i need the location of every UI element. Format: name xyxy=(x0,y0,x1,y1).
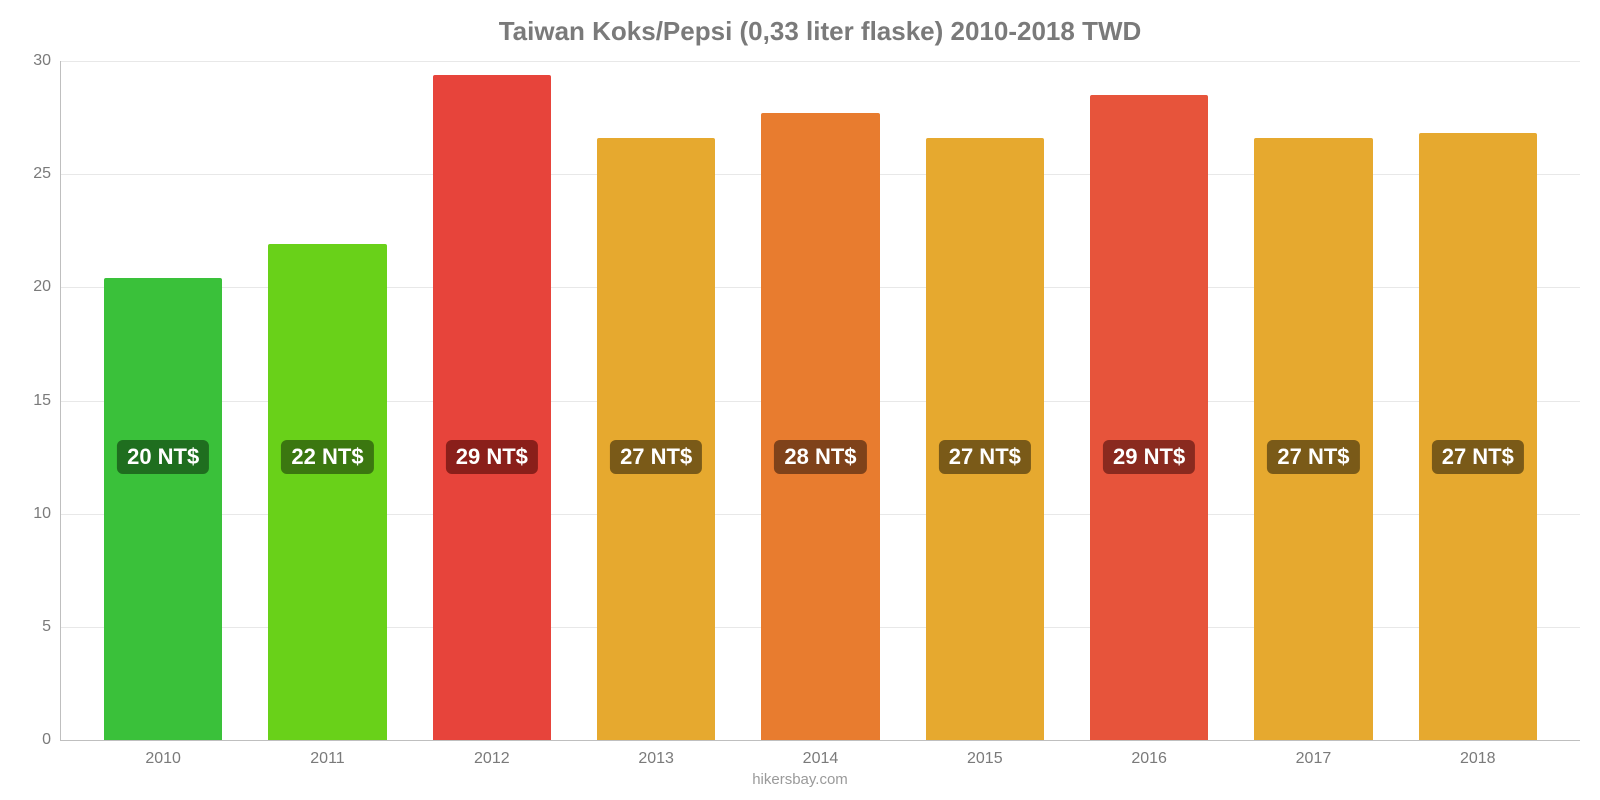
bar-slot: 27 NT$2013 xyxy=(574,61,738,740)
bar: 22 NT$ xyxy=(268,244,386,740)
attribution-text: hikersbay.com xyxy=(0,771,1600,788)
bar: 27 NT$ xyxy=(926,138,1044,740)
bar: 27 NT$ xyxy=(1419,133,1537,740)
bar-slot: 29 NT$2016 xyxy=(1067,61,1231,740)
bar: 27 NT$ xyxy=(597,138,715,740)
bar: 29 NT$ xyxy=(433,75,551,740)
x-axis-label: 2015 xyxy=(967,740,1003,768)
bar-value-badge: 28 NT$ xyxy=(774,440,866,474)
bar-value-badge: 29 NT$ xyxy=(446,440,538,474)
bar: 28 NT$ xyxy=(761,113,879,740)
bar-slot: 27 NT$2015 xyxy=(903,61,1067,740)
x-axis-label: 2010 xyxy=(145,740,181,768)
bar-slot: 27 NT$2018 xyxy=(1396,61,1560,740)
y-axis-label: 10 xyxy=(33,505,61,523)
bar-value-badge: 29 NT$ xyxy=(1103,440,1195,474)
bar-value-badge: 27 NT$ xyxy=(1267,440,1359,474)
x-axis-label: 2014 xyxy=(803,740,839,768)
bar-slot: 28 NT$2014 xyxy=(738,61,902,740)
x-axis-label: 2018 xyxy=(1460,740,1496,768)
bar-value-badge: 27 NT$ xyxy=(1432,440,1524,474)
bar-slot: 27 NT$2017 xyxy=(1231,61,1395,740)
y-axis-label: 20 xyxy=(33,278,61,296)
bar-value-badge: 27 NT$ xyxy=(610,440,702,474)
y-axis-label: 25 xyxy=(33,165,61,183)
bar-slot: 22 NT$2011 xyxy=(245,61,409,740)
bar-slot: 29 NT$2012 xyxy=(410,61,574,740)
bar: 27 NT$ xyxy=(1254,138,1372,740)
chart-title: Taiwan Koks/Pepsi (0,33 liter flaske) 20… xyxy=(60,16,1580,47)
y-axis-label: 5 xyxy=(42,618,61,636)
bar: 29 NT$ xyxy=(1090,95,1208,740)
bar-value-badge: 22 NT$ xyxy=(281,440,373,474)
y-axis-label: 15 xyxy=(33,392,61,410)
bar-slot: 20 NT$2010 xyxy=(81,61,245,740)
x-axis-label: 2016 xyxy=(1131,740,1167,768)
x-axis-label: 2017 xyxy=(1296,740,1332,768)
plot-area: 05101520253020 NT$201022 NT$201129 NT$20… xyxy=(60,61,1580,741)
bar-value-badge: 27 NT$ xyxy=(939,440,1031,474)
chart-container: Taiwan Koks/Pepsi (0,33 liter flaske) 20… xyxy=(0,0,1600,800)
x-axis-label: 2011 xyxy=(310,740,344,768)
bars-container: 20 NT$201022 NT$201129 NT$201227 NT$2013… xyxy=(61,61,1580,740)
y-axis-label: 30 xyxy=(33,52,61,70)
y-axis-label: 0 xyxy=(42,731,61,749)
x-axis-label: 2012 xyxy=(474,740,510,768)
bar-value-badge: 20 NT$ xyxy=(117,440,209,474)
bar: 20 NT$ xyxy=(104,278,222,740)
x-axis-label: 2013 xyxy=(638,740,674,768)
